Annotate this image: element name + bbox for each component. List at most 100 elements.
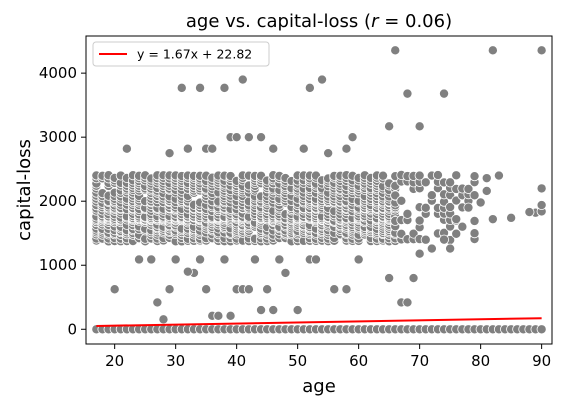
scatter-point [445, 177, 456, 188]
scatter-point [402, 297, 413, 308]
scatter-point [268, 143, 279, 154]
scatter-point [109, 284, 120, 295]
regression-layer [96, 317, 542, 327]
y-tick-label: 1000 [39, 256, 77, 274]
scatter-point [402, 88, 413, 99]
scatter-point [536, 200, 547, 211]
scatter-point [463, 183, 474, 194]
legend-label: y = 1.67x + 22.82 [137, 47, 252, 62]
scatter-point [213, 310, 224, 321]
scatter-point [274, 254, 285, 265]
scatter-point [256, 132, 267, 143]
scatter-point [469, 190, 480, 201]
scatter-point [451, 228, 462, 239]
scatter-point [384, 273, 395, 284]
scatter-point [463, 202, 474, 213]
scatter-point [469, 228, 480, 239]
scatter-point [182, 266, 193, 277]
scatter-point [207, 143, 218, 154]
x-tick-label: 80 [471, 352, 490, 370]
scatter-point [481, 173, 492, 184]
scatter-point [323, 148, 334, 159]
scatter-point [304, 82, 315, 93]
scatter-point [121, 143, 132, 154]
y-tick-label: 3000 [39, 128, 77, 146]
scatter-point [426, 190, 437, 201]
x-tick-label: 70 [410, 352, 429, 370]
scatter-point [487, 45, 498, 56]
y-axis-title: capital-loss [14, 139, 35, 241]
scatter-point [487, 214, 498, 225]
title-r-symbol: r [371, 11, 380, 32]
scatter-point [219, 82, 230, 93]
scatter-point [280, 267, 291, 278]
scatter-point [164, 148, 175, 159]
scatter-point [195, 254, 206, 265]
scatter-point [536, 324, 547, 335]
scatter-point [445, 243, 456, 254]
x-tick-label: 90 [532, 352, 551, 370]
scatter-point [536, 45, 547, 56]
scatter-point [231, 132, 242, 143]
scatter-point [451, 214, 462, 225]
scatter-point [310, 254, 321, 265]
scatter-point [414, 170, 425, 181]
scatter-point [292, 305, 303, 316]
scatter-point [481, 185, 492, 196]
scatter-point [420, 234, 431, 245]
scatter-point [243, 284, 254, 295]
scatter-point [402, 208, 413, 219]
scatter-point [347, 132, 358, 143]
x-axis-title: age [302, 376, 336, 397]
scatter-point [420, 202, 431, 213]
x-tick-label: 40 [227, 352, 246, 370]
scatter-point [451, 170, 462, 181]
scatter-point [268, 305, 279, 316]
y-tick-label: 0 [67, 320, 77, 338]
scatter-point [378, 170, 389, 181]
x-tick-label: 30 [166, 352, 185, 370]
plot-frame [85, 35, 553, 345]
scatter-point [134, 254, 145, 265]
scatter-point [469, 171, 480, 182]
legend-box [92, 41, 270, 67]
scatter-point [445, 202, 456, 213]
y-tick-label: 4000 [39, 64, 77, 82]
scatter-point [384, 121, 395, 132]
scatter-point [414, 248, 425, 259]
scatter-point [408, 273, 419, 284]
x-tick-label: 50 [288, 352, 307, 370]
scatter-point [146, 254, 157, 265]
points-layer [91, 45, 547, 335]
scatter-point [219, 254, 230, 265]
scatter-point [152, 297, 163, 308]
scatter-point [182, 143, 193, 154]
scatter-point [298, 143, 309, 154]
x-tick-label: 20 [105, 352, 124, 370]
scatter-point [420, 177, 431, 188]
scatter-point [353, 254, 364, 265]
scatter-point [317, 74, 328, 85]
scatter-point [469, 215, 480, 226]
scatter-point [164, 284, 175, 295]
chart-title: age vs. capital-loss (r = 0.06) [186, 11, 452, 32]
scatter-point [396, 195, 407, 206]
scatter-point [176, 82, 187, 93]
scatter-point [432, 170, 443, 181]
scatter-point [524, 207, 535, 218]
x-axis: 20 30 40 50 60 70 80 90 [105, 344, 551, 370]
scatter-point [439, 234, 450, 245]
scatter-point [329, 284, 340, 295]
scatter-point [457, 221, 468, 232]
scatter-point [341, 284, 352, 295]
scatter-point [536, 183, 547, 194]
scatter-point [439, 88, 450, 99]
scatter-point [414, 215, 425, 226]
y-tick-label: 2000 [39, 192, 77, 210]
scatter-point [170, 254, 181, 265]
scatter-point [414, 121, 425, 132]
scatter-point [262, 284, 273, 295]
scatter-point [225, 310, 236, 321]
legend: y = 1.67x + 22.82 [92, 41, 270, 67]
